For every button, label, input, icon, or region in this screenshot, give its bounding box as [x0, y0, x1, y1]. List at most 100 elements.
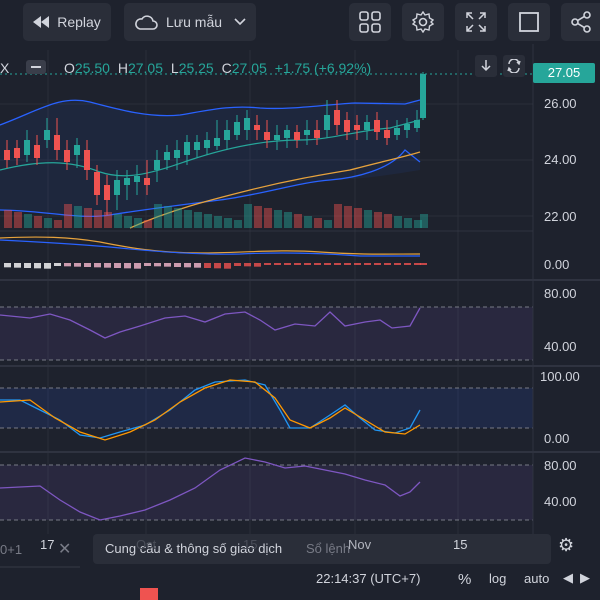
- bottom-status-bar: [0, 566, 600, 600]
- square-icon: [519, 12, 539, 32]
- volume-bar: [274, 210, 282, 228]
- cloud-icon: [135, 15, 158, 30]
- arrow-down-icon: [481, 60, 491, 72]
- volume-bar: [194, 212, 202, 228]
- macd-histogram-bar: [184, 263, 191, 268]
- volume-bar: [44, 218, 52, 228]
- symbol-suffix: X: [0, 60, 10, 76]
- macd-histogram-bar: [94, 263, 101, 268]
- volume-bar: [74, 206, 82, 228]
- candle-body: [314, 130, 320, 138]
- candle-body: [404, 124, 410, 130]
- layout-button[interactable]: [349, 3, 391, 41]
- vertical-grid: [47, 50, 459, 534]
- fullscreen-icon: [466, 12, 486, 32]
- save-template-button[interactable]: Lưu mẫu: [124, 3, 256, 41]
- rsi-band: [0, 307, 533, 360]
- volume-bar: [214, 216, 222, 228]
- refresh-icon: [507, 59, 521, 73]
- tab-order-book[interactable]: Sổ lệnh: [306, 541, 351, 556]
- low-value: 25.25: [178, 60, 214, 76]
- candle-body: [54, 135, 60, 150]
- auto-toggle[interactable]: auto: [524, 571, 550, 586]
- macd-histogram-bar: [54, 263, 61, 266]
- macd-histogram-bar: [194, 263, 201, 268]
- macd-histogram-bar: [354, 263, 361, 265]
- macd-histogram-bar: [314, 263, 321, 265]
- candle-body: [124, 178, 130, 185]
- settings-gear-icon[interactable]: ⚙: [558, 535, 575, 555]
- timeframe-bar: 0+1 ✕: [0, 534, 600, 566]
- macd-histogram-bar: [24, 263, 31, 268]
- candle-body: [344, 120, 350, 132]
- candle-body: [224, 130, 230, 140]
- macd-zero-label: 0.00: [544, 257, 570, 272]
- snapshot-button[interactable]: [508, 3, 550, 41]
- candle-body: [244, 118, 250, 130]
- macd-line: [0, 236, 421, 255]
- rsi-label-80: 80.00: [544, 286, 577, 301]
- candles: [4, 72, 426, 215]
- macd-histogram-bar: [64, 263, 71, 267]
- bottom-left-strip: [0, 566, 80, 568]
- volume-bar: [304, 216, 312, 228]
- share-button[interactable]: [561, 3, 600, 41]
- reset-scale-button[interactable]: [503, 55, 525, 77]
- macd-histogram-bar: [4, 263, 11, 268]
- bottom-tab-bar: Cung cầu & thông số giao dịch Sổ lệnh: [93, 534, 551, 564]
- mfi-band: [0, 465, 533, 520]
- volume-bar: [394, 216, 402, 228]
- candle-body: [154, 160, 160, 170]
- volume-bar: [334, 204, 342, 228]
- candle-body: [24, 140, 30, 155]
- macd-histogram-bar: [14, 263, 21, 268]
- tab-supply-demand[interactable]: Cung cầu & thông số giao dịch: [105, 541, 283, 556]
- mfi-label-80: 80.00: [544, 458, 577, 473]
- collapse-legend-button[interactable]: [26, 60, 46, 74]
- fullscreen-button[interactable]: [455, 3, 497, 41]
- candle-body: [274, 135, 280, 140]
- prev-arrow-icon[interactable]: ◀: [563, 570, 573, 585]
- candle-body: [194, 142, 200, 150]
- candle-body: [234, 122, 240, 135]
- macd-histogram-bar: [204, 263, 211, 268]
- stoch-label-0: 0.00: [544, 431, 570, 446]
- stoch-k-line: [0, 379, 421, 439]
- macd-histogram-bar: [44, 263, 51, 269]
- volume-bar: [84, 208, 92, 228]
- candle-body: [294, 132, 300, 140]
- volume-bar: [104, 212, 112, 228]
- macd-histogram-bar: [134, 263, 141, 269]
- macd-histogram-bar: [104, 263, 111, 268]
- volume-bar: [174, 208, 182, 228]
- log-toggle[interactable]: log: [489, 571, 507, 586]
- macd-histogram-bar: [420, 263, 427, 265]
- rsi-label-40: 40.00: [544, 339, 577, 354]
- settings-button[interactable]: [402, 3, 444, 41]
- candle-body: [284, 130, 290, 138]
- macd-histogram-bar: [34, 263, 41, 269]
- save-template-label: Lưu mẫu: [165, 14, 223, 30]
- signal-line: [0, 239, 420, 257]
- volume-bar: [164, 206, 172, 228]
- macd-histogram-bar: [224, 263, 231, 269]
- replay-button[interactable]: Replay: [23, 3, 111, 41]
- volume-bar: [4, 210, 12, 228]
- scroll-down-button[interactable]: [475, 55, 497, 77]
- candle-body: [414, 120, 420, 128]
- macd-histogram-bar: [294, 263, 301, 265]
- close-icon[interactable]: ✕: [58, 541, 72, 558]
- volume-bar: [254, 206, 262, 228]
- candle-body: [104, 185, 110, 200]
- volume-bar: [314, 218, 322, 228]
- volume-bar: [324, 220, 332, 228]
- clock-time: 22:14:37 (UTC+7): [316, 571, 421, 586]
- mfi-line: [0, 457, 421, 521]
- grid-icon: [359, 11, 381, 33]
- percent-toggle[interactable]: %: [458, 571, 472, 588]
- next-arrow-icon[interactable]: ▶: [580, 570, 590, 585]
- change-value: +1.75 (+6.92%): [274, 60, 372, 76]
- gear-icon: [412, 11, 434, 33]
- macd-histogram-bar: [264, 263, 271, 265]
